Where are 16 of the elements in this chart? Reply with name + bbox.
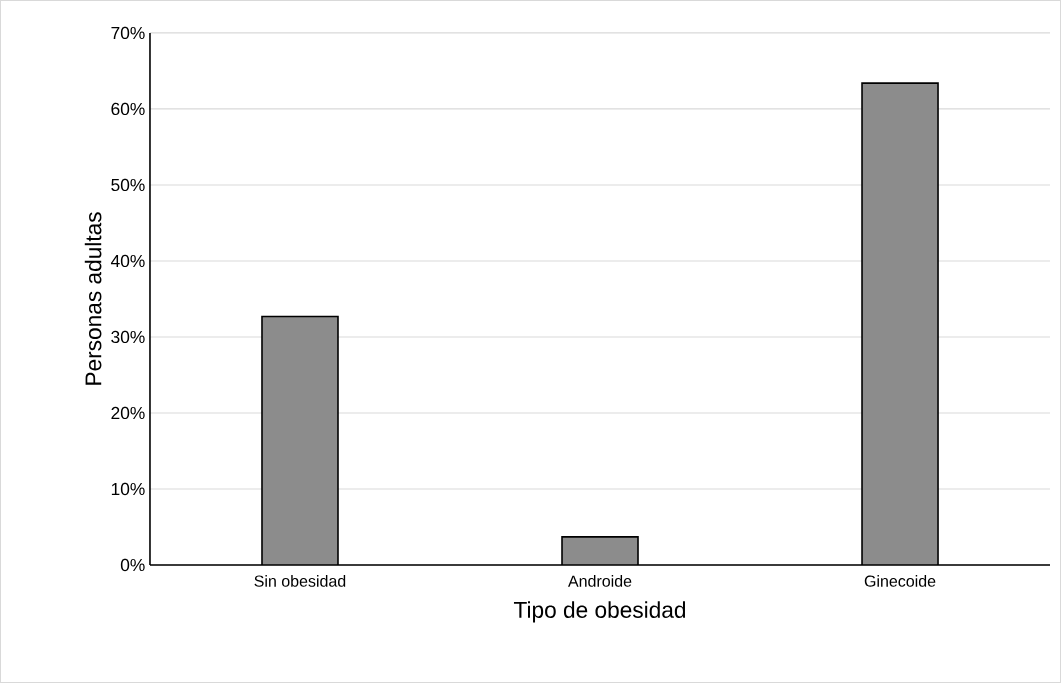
y-axis-title: Personas adultas [84,212,102,385]
y-tick-label: 30% [111,330,145,344]
x-tick-label: Sin obesidad [254,575,346,587]
y-tick-label: 0% [120,558,145,572]
y-tick-label: 60% [111,102,145,116]
y-tick-label: 70% [111,26,145,40]
x-tick-label: Ginecoide [864,575,936,587]
bar [562,536,639,566]
y-tick-label: 20% [111,406,145,420]
y-tick-label: 40% [110,254,145,268]
bar [261,316,338,566]
x-tick-label: Androide [568,575,632,587]
y-tick-label: 50% [111,178,145,192]
bar [861,82,939,566]
x-axis-title: Tipo de obesidad [513,601,686,623]
y-tick-label: 10% [111,482,145,496]
